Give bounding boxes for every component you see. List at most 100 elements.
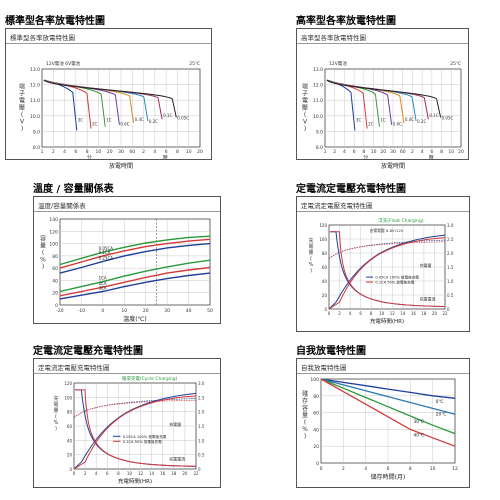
panel-heading: 標準型各率放電特性圖 xyxy=(5,16,105,27)
axis-label-char: ) xyxy=(55,426,57,432)
chart-subtitle: 高率型各率放電特性圖 xyxy=(301,34,366,42)
y-left-tick: 80 xyxy=(322,251,328,256)
x-tick-label: 18 xyxy=(171,471,177,476)
mode-tag: 浮充(Float Charging) xyxy=(378,217,424,224)
axis-label-char: % xyxy=(54,420,59,426)
annotation-volume: 充電量 xyxy=(169,421,181,427)
x-tick-label: -10 xyxy=(78,308,85,314)
y-tick-label: 100 xyxy=(310,377,319,383)
note-left: 12V電池 6V電池 xyxy=(46,60,81,67)
curve-label: 0.1C xyxy=(429,113,438,118)
x-tick-label: 18 xyxy=(421,311,427,316)
x-tick-label: 0 xyxy=(73,471,76,476)
axis-label-char: 電 xyxy=(53,402,58,408)
x-tick-label: 6 xyxy=(165,149,168,155)
x-tick-label: 8 xyxy=(176,149,179,155)
x-tick-label: 10 xyxy=(186,149,192,155)
x-tick-label: 4 xyxy=(153,149,156,155)
series-line xyxy=(59,238,211,269)
series-label: 0.25CA xyxy=(99,255,114,260)
chart-frame: 定電流定電壓充電特性圖 120 100 80 60 40 20 0 3.0 2.5 2.0 1.5 1… xyxy=(296,196,470,332)
x-tick-label: 10 xyxy=(448,149,454,155)
x-tick-label: 4 xyxy=(364,466,367,472)
series-line xyxy=(59,266,211,297)
chart-subtitle: 定電流定電壓充電特性圖 xyxy=(301,202,373,210)
divider xyxy=(34,211,220,212)
axis-label-char: 充 xyxy=(53,395,58,402)
x-tick-label: 0 xyxy=(101,308,104,314)
divider xyxy=(297,373,469,374)
y-tick-label: 8.0 xyxy=(33,145,40,151)
curve-label: 0.1C xyxy=(163,113,172,118)
y-tick-label: 20 xyxy=(52,291,58,297)
x-tick-label: 20 xyxy=(458,149,464,155)
x-tick-label: 14 xyxy=(400,311,406,316)
curve-label: 0.05C xyxy=(177,115,189,120)
y-tick-label: 10.0 xyxy=(30,114,40,120)
annotation-volume: 充電量 xyxy=(419,262,431,268)
series-label: 30℃ xyxy=(413,419,424,425)
x-unit-minutes: 分 xyxy=(363,154,368,161)
x-tick-label: 16 xyxy=(411,311,417,316)
curve-label: 3C xyxy=(78,118,84,123)
curve-label: 2C xyxy=(368,122,374,127)
y-tick-label: 0 xyxy=(55,303,58,309)
y-right-tick: 1.5 xyxy=(447,265,454,270)
x-tick-label: 10 xyxy=(121,308,127,314)
x-axis-title: 放電時間 xyxy=(381,162,405,170)
y-left-tick: 0 xyxy=(69,467,72,472)
axis-label-char: 電 xyxy=(308,244,313,250)
y-tick-label: 10.0 xyxy=(313,114,323,120)
x-tick-label: 60 xyxy=(400,149,406,155)
y-left-tick: 100 xyxy=(319,237,327,242)
x-tick-label: 10 xyxy=(127,471,133,476)
axis-label-char: % xyxy=(309,262,314,268)
panel-std-discharge: 標準型各率放電特性圖 標準型各率放電特性圖 12V電池 6V電池 25℃ 13.0 1… xyxy=(5,12,212,170)
y-tick-label: 12.0 xyxy=(30,83,40,89)
charge-volume-curve xyxy=(73,395,197,470)
series-label: 20℃ xyxy=(436,411,447,417)
y-right-tick: 0.5 xyxy=(447,293,454,298)
x-tick-label: 8 xyxy=(86,149,89,155)
axis-label-char: V xyxy=(20,119,25,126)
x-unit-hours: 時 xyxy=(163,155,168,161)
curve-label: 0.6C xyxy=(393,122,402,127)
divider xyxy=(297,43,468,44)
y-left-tick: 40 xyxy=(322,279,328,284)
curve-label: 0.4C xyxy=(405,117,414,122)
y-tick-label: 40 xyxy=(52,278,58,284)
chart-frame: 高率型各率放電特性圖 12V電池 25℃ 13.0 12.0 11.0 10.0 9.0 8.… xyxy=(296,28,469,170)
x-tick-label: 14 xyxy=(149,471,155,476)
curve-label: 0.2C xyxy=(417,119,426,124)
x-tick-label: 12 xyxy=(138,471,144,476)
charge-volume-curve xyxy=(73,392,197,470)
x-tick-label: 8 xyxy=(117,471,120,476)
chart-subtitle: 定電流定電壓充電特性圖 xyxy=(38,364,110,372)
x-tick-label: 4 xyxy=(343,149,346,155)
note-right: 25℃ xyxy=(189,61,200,67)
discharge-curve xyxy=(43,79,177,118)
axis-label-char: V xyxy=(303,119,308,126)
axis-label-char: 端 xyxy=(19,83,25,91)
axis-label-char: ( xyxy=(304,112,306,119)
x-tick-label: 22 xyxy=(193,471,199,476)
charge-voltage-curve xyxy=(73,399,197,418)
x-tick-label: 20 xyxy=(197,149,203,155)
axis-label-char: 子 xyxy=(19,91,25,98)
y-tick-label: 40 xyxy=(313,427,319,433)
series-label: 0.05CA xyxy=(99,246,114,251)
x-tick-label: 2 xyxy=(342,466,345,472)
x-unit-hours: 時 xyxy=(429,155,434,161)
curve-label: 3C xyxy=(356,118,362,123)
chart-subtitle: 標準型各率放電特性圖 xyxy=(10,34,75,42)
curve-label: 1C xyxy=(106,118,112,123)
axis-label-char: % xyxy=(302,426,308,433)
discharge-curve xyxy=(326,79,442,118)
axis-label-char: 存 xyxy=(302,397,308,405)
y-left-tick: 100 xyxy=(64,395,72,400)
x-tick-label: 20 xyxy=(380,149,386,155)
y-tick-label: 13.0 xyxy=(30,67,40,73)
x-tick-label: 6 xyxy=(353,149,356,155)
x-tick-label: 2 xyxy=(411,149,414,155)
